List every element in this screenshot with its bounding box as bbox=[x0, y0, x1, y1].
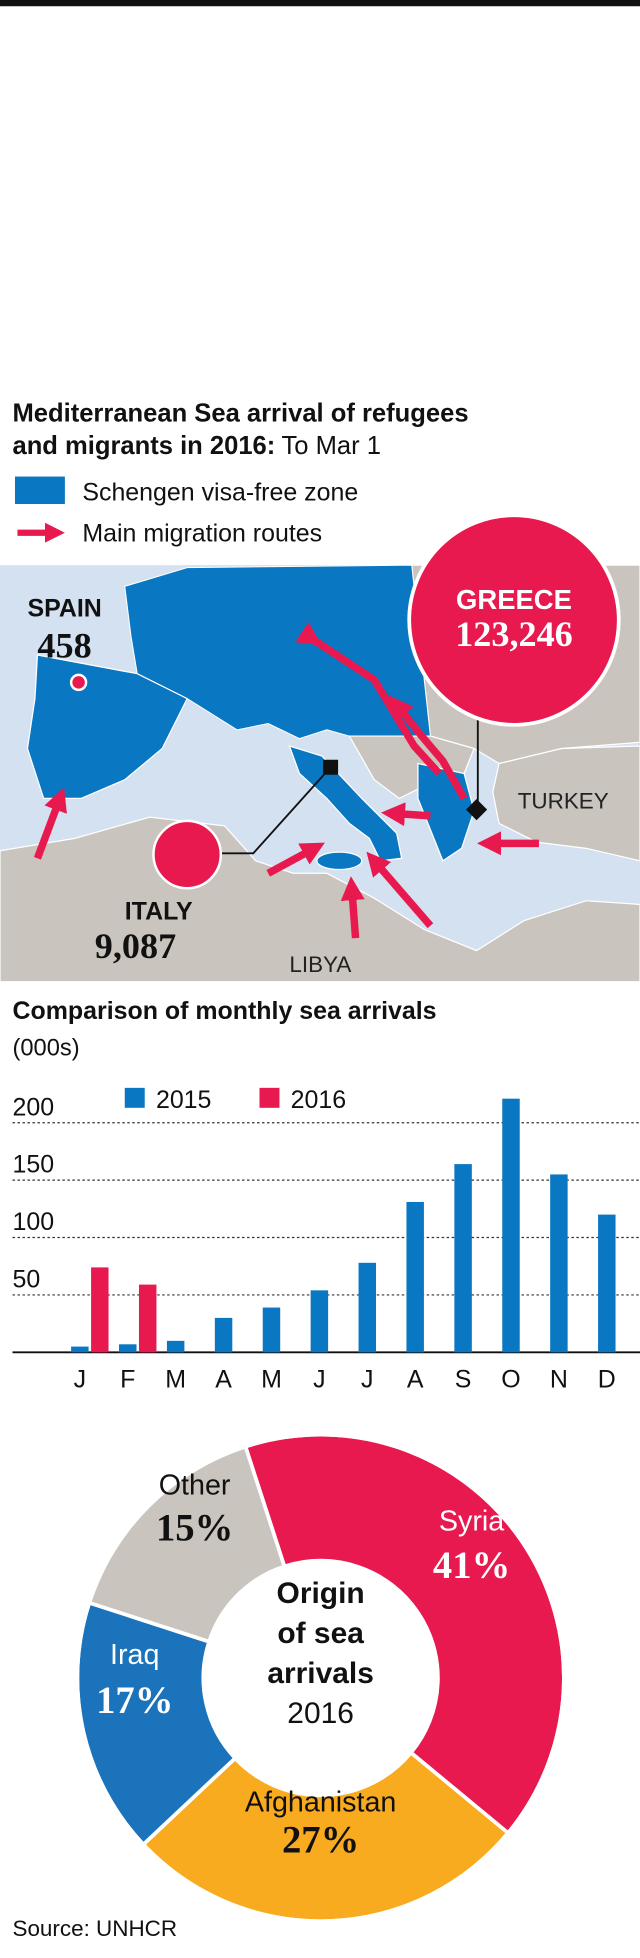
center-subtext: 2016 bbox=[287, 1697, 354, 1730]
bar bbox=[71, 1346, 89, 1353]
place-label: TURKEY bbox=[518, 788, 609, 813]
x-tick-label: O bbox=[501, 1365, 520, 1393]
route-arrow bbox=[266, 842, 325, 877]
center-text: Origin bbox=[277, 1577, 365, 1610]
legend-label: 2015 bbox=[156, 1086, 211, 1114]
legend-swatch bbox=[259, 1087, 280, 1108]
bar bbox=[310, 1290, 329, 1353]
center-text: arrivals bbox=[267, 1657, 374, 1690]
sicily bbox=[316, 851, 363, 871]
bar bbox=[214, 1317, 233, 1353]
leader-line bbox=[219, 766, 332, 855]
legend-swatch bbox=[124, 1087, 145, 1108]
x-tick-label: J bbox=[74, 1365, 86, 1393]
title-text: and migrants in 2016: bbox=[12, 432, 275, 460]
x-tick-label: J bbox=[361, 1365, 373, 1393]
bar bbox=[358, 1262, 377, 1353]
route-arrow bbox=[33, 787, 67, 860]
spain-dot bbox=[69, 673, 88, 692]
title-line: Mediterranean Sea arrival of refugees bbox=[12, 400, 468, 428]
route-arrow bbox=[389, 695, 468, 801]
legend-label: Schengen visa-free zone bbox=[82, 478, 358, 506]
top-rule bbox=[0, 0, 640, 7]
segment-value: 17% bbox=[96, 1680, 173, 1722]
map: SPAIN 458 ITALY 9,087 GREECE 123,246 TUR… bbox=[0, 513, 640, 983]
legend-label: 2016 bbox=[291, 1086, 346, 1114]
bar bbox=[406, 1201, 424, 1353]
bar bbox=[138, 1284, 157, 1353]
y-tick-label: 200 bbox=[12, 1093, 54, 1121]
bar bbox=[262, 1307, 281, 1353]
place-label: LIBYA bbox=[289, 952, 351, 977]
x-tick-label: M bbox=[165, 1365, 186, 1393]
bar bbox=[91, 1267, 109, 1353]
map-value: 458 bbox=[37, 625, 91, 665]
bar-chart: 50 100 150 200 2015 2016 J F M A M J J A S O N D bbox=[12, 1086, 640, 1393]
title-line: and migrants in 2016: To Mar 1 bbox=[12, 432, 381, 460]
bar bbox=[119, 1344, 137, 1353]
x-tick-label: S bbox=[455, 1365, 472, 1393]
x-tick-label: N bbox=[550, 1365, 568, 1393]
donut-ring bbox=[75, 1432, 566, 1924]
bar bbox=[598, 1214, 616, 1353]
source: Source: UNHCR bbox=[12, 1916, 177, 1941]
x-tick-label: F bbox=[120, 1365, 135, 1393]
bar bbox=[454, 1164, 472, 1353]
bar bbox=[502, 1098, 520, 1353]
center-text: of sea bbox=[277, 1617, 364, 1650]
legend-swatch bbox=[14, 476, 65, 505]
map-label: GREECE bbox=[456, 584, 572, 615]
route-arrow bbox=[366, 851, 434, 929]
segment-label: Syria bbox=[439, 1506, 504, 1538]
map-value: 9,087 bbox=[95, 926, 176, 966]
chart-subtitle: (000s) bbox=[12, 1035, 79, 1061]
x-tick-label: A bbox=[407, 1365, 424, 1393]
turkey-land bbox=[492, 745, 640, 862]
segment-value: 41% bbox=[433, 1545, 510, 1587]
chart-title: Comparison of monthly sea arrivals bbox=[12, 997, 436, 1025]
bar bbox=[166, 1340, 185, 1353]
segment-label: Afghanistan bbox=[245, 1786, 397, 1818]
map-label: SPAIN bbox=[27, 594, 101, 622]
italy-circle bbox=[152, 819, 223, 890]
marker bbox=[323, 759, 339, 775]
legend-label: Main migration routes bbox=[82, 519, 322, 547]
greece-circle bbox=[407, 513, 621, 727]
map-label: ITALY bbox=[125, 897, 193, 925]
x-tick-label: J bbox=[313, 1365, 325, 1393]
route-arrow bbox=[340, 876, 365, 939]
route-arrow bbox=[381, 802, 431, 827]
x-tick-label: M bbox=[261, 1365, 282, 1393]
segment-label: Other bbox=[159, 1470, 231, 1502]
map-value: 123,246 bbox=[455, 614, 573, 654]
x-tick-label: D bbox=[598, 1365, 616, 1393]
segment-label: Iraq bbox=[110, 1639, 159, 1671]
x-tick-label: A bbox=[215, 1365, 232, 1393]
y-tick-label: 150 bbox=[12, 1151, 54, 1179]
segment-value: 15% bbox=[156, 1508, 233, 1550]
bar bbox=[550, 1174, 568, 1353]
iberia bbox=[26, 654, 188, 800]
y-tick-label: 100 bbox=[12, 1208, 54, 1236]
subtitle: To Mar 1 bbox=[282, 432, 381, 460]
segment-value: 27% bbox=[282, 1820, 359, 1862]
y-tick-label: 50 bbox=[12, 1265, 40, 1293]
